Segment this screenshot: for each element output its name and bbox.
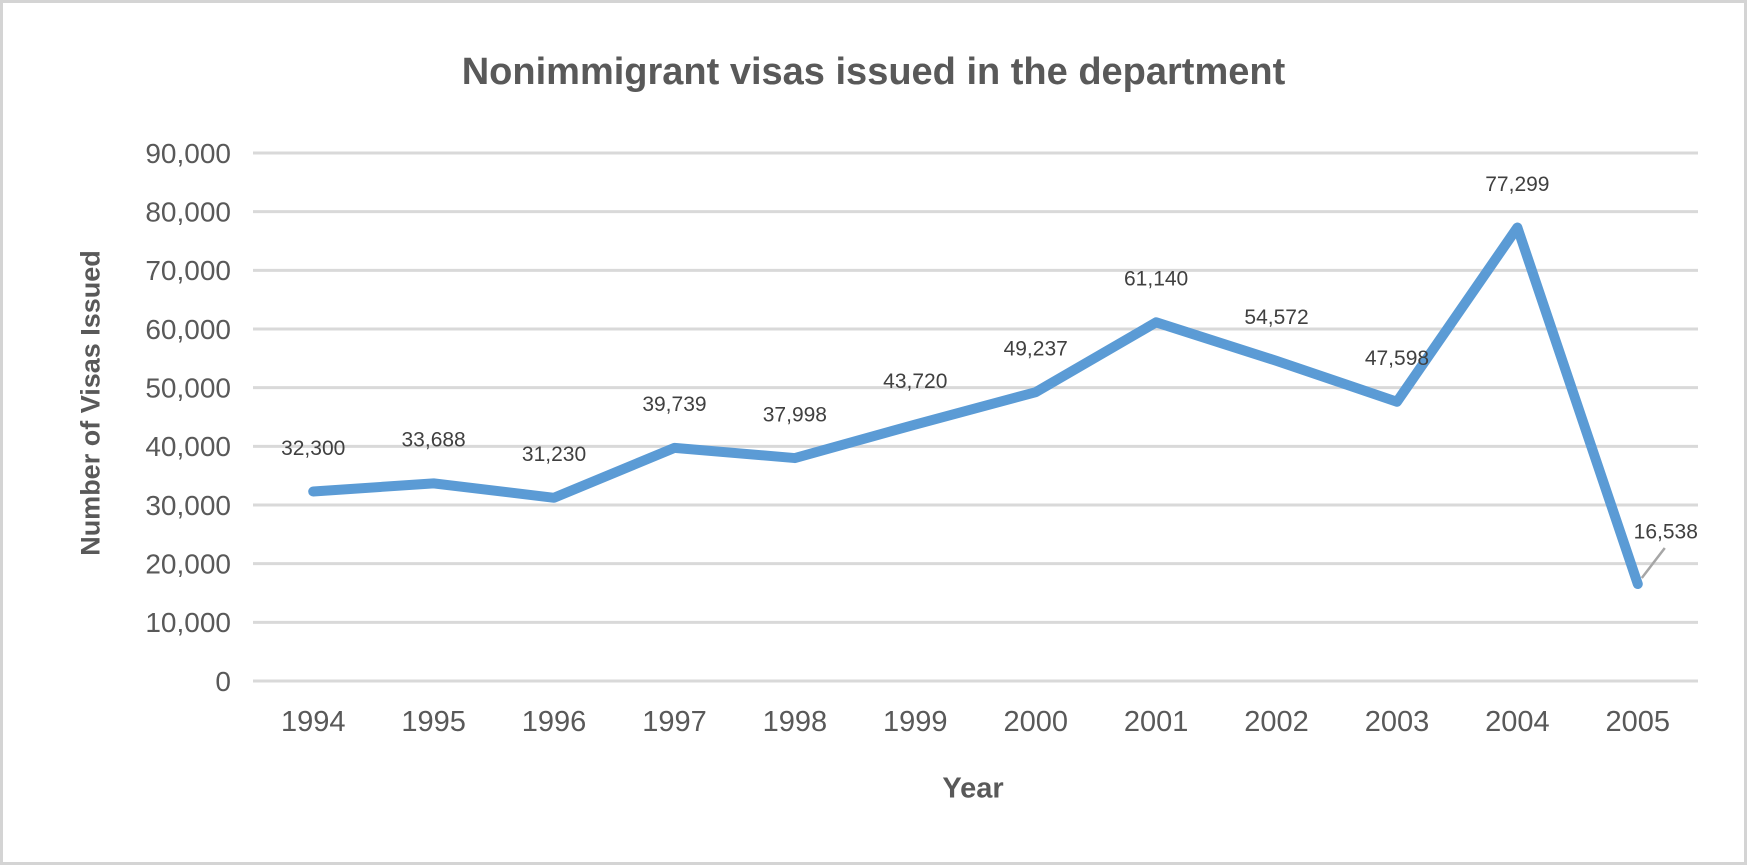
data-label: 32,300 [281,437,345,460]
y-tick-label: 20,000 [145,548,231,579]
y-tick-label: 30,000 [145,490,231,521]
y-tick-label: 60,000 [145,314,231,345]
visas-line-series [308,222,1643,589]
x-tick-label: 2004 [1485,706,1550,738]
y-tick-label: 40,000 [145,431,231,462]
y-tick-label: 10,000 [145,607,231,638]
data-label: 39,739 [642,393,706,416]
x-tick-label: 1994 [281,706,346,738]
data-label: 54,572 [1244,306,1308,329]
x-tick-label: 1997 [642,706,707,738]
y-tick-label: 70,000 [145,255,231,286]
x-tick-label: 2002 [1244,706,1309,738]
data-label: 77,299 [1485,173,1549,196]
x-tick-label: 1998 [763,706,828,738]
y-tick-label: 50,000 [145,372,231,403]
x-tick-label: 1999 [883,706,948,738]
data-label: 33,688 [402,429,466,452]
y-tick-label: 90,000 [145,138,231,169]
y-tick-label: 80,000 [145,196,231,227]
x-tick-label: 2001 [1124,706,1189,738]
x-tick-label: 2005 [1606,706,1671,738]
y-tick-label: 0 [215,666,231,697]
data-label: 16,538 [1634,520,1698,543]
x-axis-title: Year [942,772,1004,805]
x-tick-label: 1996 [522,706,587,738]
x-tick-label: 2000 [1003,706,1068,738]
x-tick-label: 2003 [1365,706,1430,738]
data-label: 49,237 [1004,337,1068,360]
data-label: 61,140 [1124,268,1188,291]
data-label: 47,598 [1365,347,1429,370]
data-label-leader-line [1640,547,1666,579]
data-label: 31,230 [522,443,586,466]
x-tick-label: 1995 [401,706,466,738]
line-chart-plot: 0 10,000 20,000 30,000 40,000 50,000 60,000 70,… [145,138,1698,738]
chart-title: Nonimmigrant visas issued in the departm… [461,51,1286,93]
data-label: 43,720 [883,370,947,393]
data-label: 37,998 [763,403,827,426]
